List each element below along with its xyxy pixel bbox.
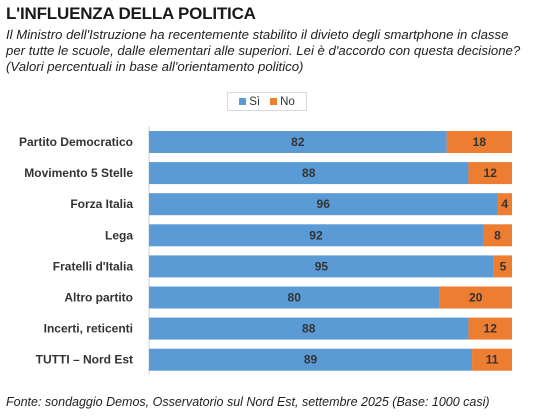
data-label-si: 80: [288, 291, 302, 305]
data-label-si: 92: [309, 228, 323, 242]
legend-label-si: Sì: [249, 95, 261, 108]
bar-no: [439, 286, 512, 309]
category-label: Partito Democratico: [19, 135, 133, 149]
source-note: Fonte: sondaggio Demos, Osservatorio sul…: [6, 395, 490, 409]
bar-no: [482, 224, 512, 247]
bar-si: [149, 131, 447, 153]
category-label: Movimento 5 Stelle: [24, 166, 133, 180]
bar-no: [497, 193, 512, 216]
legend-label-no: No: [280, 95, 295, 108]
category-label: TUTTI – Nord Est: [36, 353, 133, 367]
data-label-no: 11: [486, 353, 499, 367]
category-label: Altro partito: [64, 291, 133, 305]
data-label-si: 96: [317, 197, 331, 211]
bar-no: [472, 348, 512, 371]
bar-no: [493, 255, 512, 278]
category-label: Fratelli d'Italia: [53, 259, 134, 273]
chart-title: L'INFLUENZA DELLA POLITICA: [6, 4, 256, 23]
legend-item-si: Sì: [239, 96, 260, 108]
data-label-si: 95: [315, 259, 329, 273]
legend-swatch-no: [270, 98, 278, 105]
category-label: Incerti, reticenti: [44, 322, 133, 336]
bar-si: [149, 348, 473, 371]
data-label-no: 12: [484, 322, 498, 336]
legend-item-no: No: [270, 96, 295, 108]
legend: Sì No: [227, 92, 307, 111]
legend-swatch-si: [239, 98, 247, 105]
bar-si: [149, 255, 494, 278]
bar-si: [149, 317, 469, 340]
bar-no: [446, 131, 512, 153]
category-label: Forza Italia: [70, 197, 133, 211]
bar-si: [149, 162, 469, 185]
bar-si: [149, 224, 483, 247]
data-label-no: 20: [469, 291, 483, 305]
bar-si: [149, 286, 440, 309]
chart-subtitle: Il Ministro dell'Istruzione ha recenteme…: [6, 27, 521, 74]
data-label-si: 88: [302, 322, 316, 336]
bar-no: [468, 317, 512, 340]
category-label: Lega: [105, 228, 133, 242]
data-label-si: 88: [302, 166, 316, 180]
data-label-no: 4: [501, 197, 508, 211]
data-label-si: 89: [304, 353, 318, 367]
data-label-si: 82: [291, 135, 305, 149]
data-label-no: 18: [473, 135, 487, 149]
data-label-no: 12: [484, 166, 498, 180]
bar-si: [149, 193, 498, 216]
data-label-no: 5: [500, 259, 507, 273]
bar-no: [468, 162, 512, 185]
data-label-no: 8: [494, 228, 501, 242]
